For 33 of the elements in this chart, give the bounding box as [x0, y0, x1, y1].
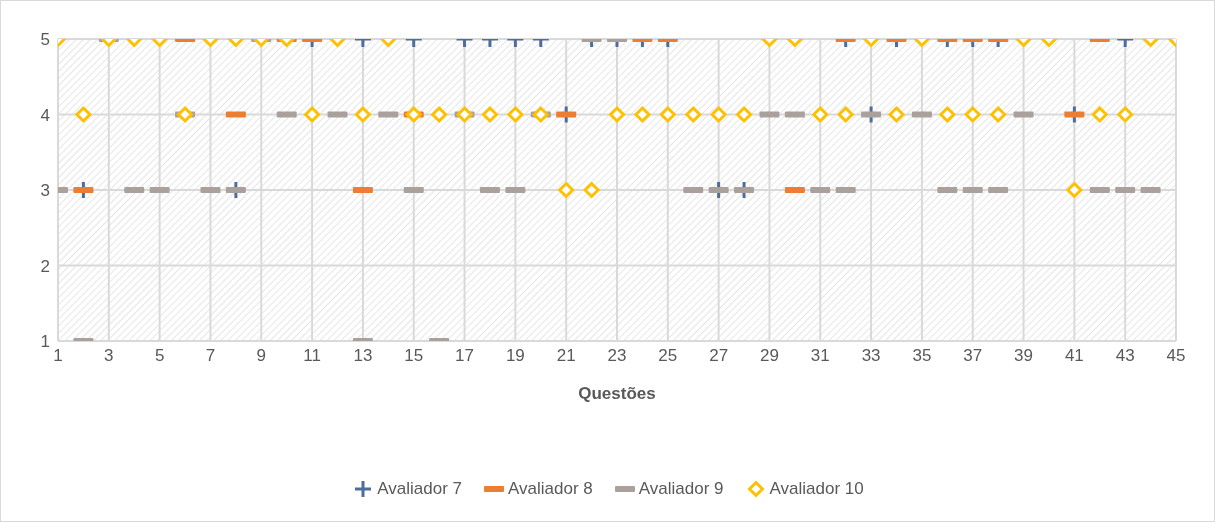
x-tick-label: 41 — [1064, 346, 1084, 366]
x-tick-label: 37 — [963, 346, 983, 366]
x-tick-label: 11 — [303, 346, 321, 366]
x-tick-label: 21 — [556, 346, 576, 366]
x-tick-label: 5 — [154, 346, 165, 366]
legend-label: Avaliador 9 — [638, 479, 724, 499]
x-tick-label: 45 — [1166, 346, 1186, 366]
legend-label: Avaliador 8 — [508, 479, 593, 499]
x-tick-label: 1 — [53, 346, 63, 366]
x-tick-label: 3 — [104, 346, 114, 366]
x-tick-label: 35 — [912, 346, 932, 366]
x-tick-label: 29 — [759, 346, 779, 366]
x-axis-title: Questões — [578, 384, 656, 403]
x-tick-label: 7 — [205, 346, 216, 366]
x-tick-label: 25 — [658, 346, 678, 366]
y-tick-label: 4 — [40, 105, 50, 125]
x-tick-label: 39 — [1014, 346, 1034, 366]
x-tick-label: 27 — [709, 346, 729, 366]
x-tick-label: 33 — [861, 346, 881, 366]
y-tick-label: 3 — [40, 181, 50, 201]
x-tick-label: 23 — [607, 346, 627, 366]
x-tick-label: 19 — [505, 346, 525, 366]
x-tick-label: 43 — [1115, 346, 1135, 366]
legend-label: Avaliador 7 — [377, 479, 463, 499]
x-tick-label: 31 — [810, 346, 830, 366]
x-tick-label: 13 — [353, 346, 373, 366]
y-tick-label: 1 — [40, 332, 50, 352]
legend-label: Avaliador 10 — [769, 479, 864, 499]
x-tick-label: 9 — [256, 346, 267, 366]
y-tick-label: 5 — [40, 30, 50, 50]
y-tick-label: 2 — [40, 256, 50, 276]
x-tick-label: 15 — [404, 346, 424, 366]
x-tick-label: 17 — [455, 346, 475, 366]
